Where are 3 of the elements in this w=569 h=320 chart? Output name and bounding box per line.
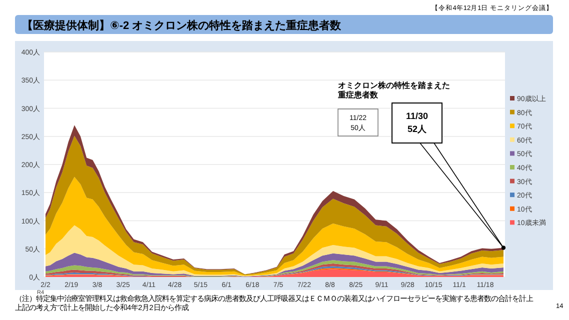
annotation: 11/30 52人 xyxy=(406,111,428,134)
annotation: オミクロン株の特性を踏まえた重症患者数 xyxy=(337,81,450,100)
chart-title: 【医療提供体制】⑥-2 オミクロン株の特性を踏まえた重症患者数 xyxy=(22,19,342,32)
